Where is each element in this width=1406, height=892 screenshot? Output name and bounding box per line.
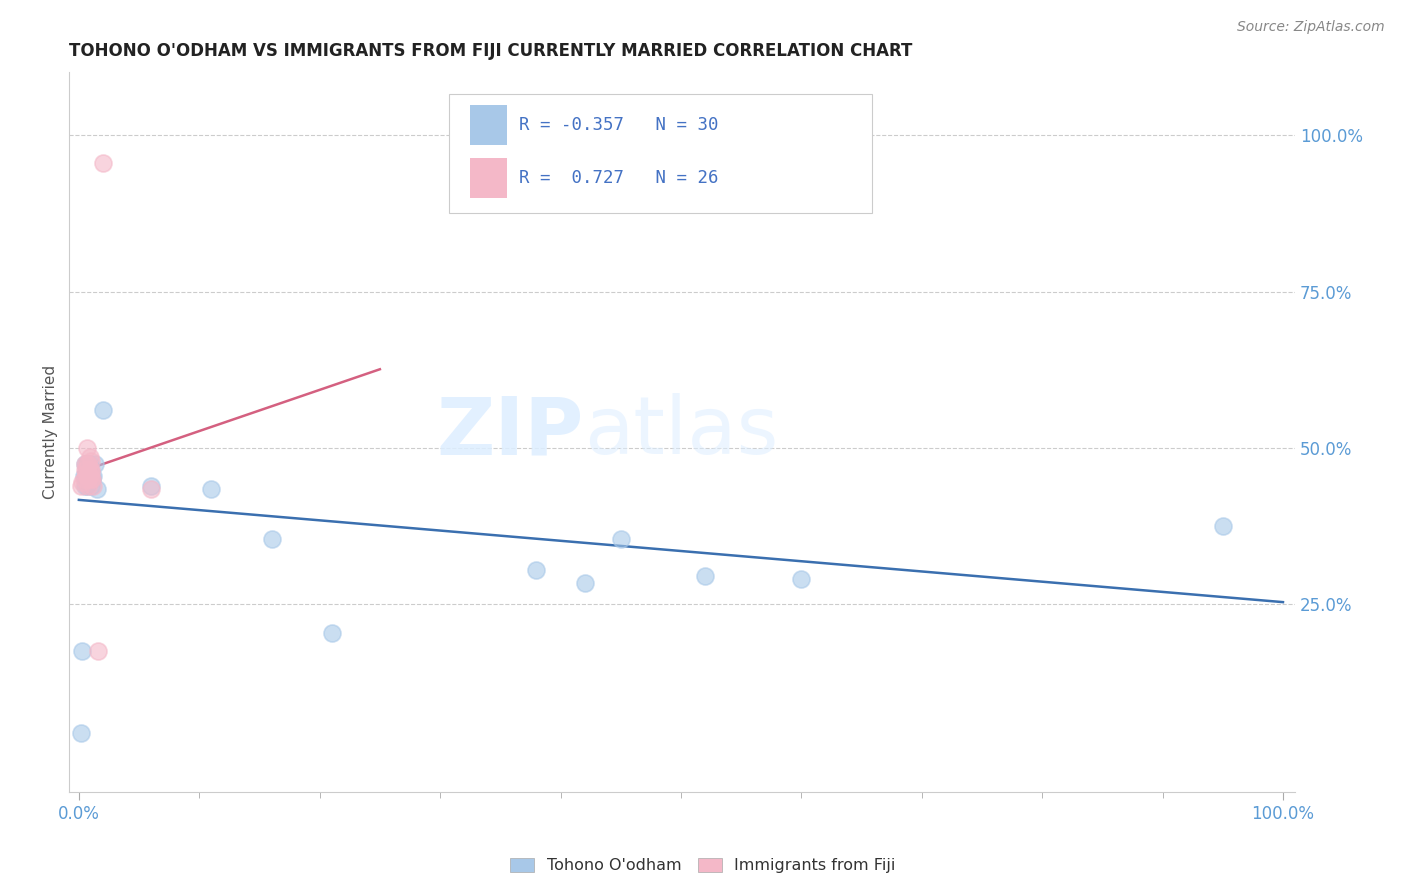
Point	[77, 457, 100, 471]
Point	[77, 472, 100, 486]
Point	[574, 575, 596, 590]
Point	[139, 482, 162, 496]
Text: TOHONO O'ODHAM VS IMMIGRANTS FROM FIJI CURRENTLY MARRIED CORRELATION CHART: TOHONO O'ODHAM VS IMMIGRANTS FROM FIJI C…	[69, 42, 912, 60]
Text: atlas: atlas	[583, 393, 779, 471]
FancyBboxPatch shape	[450, 94, 872, 213]
Point	[73, 472, 96, 486]
Point	[91, 156, 114, 170]
Point	[72, 644, 94, 658]
Point	[693, 569, 716, 583]
Y-axis label: Currently Married: Currently Married	[44, 366, 58, 500]
Text: Source: ZipAtlas.com: Source: ZipAtlas.com	[1237, 20, 1385, 34]
Point	[76, 457, 98, 471]
Point	[86, 482, 108, 496]
Point	[139, 478, 162, 492]
Point	[1212, 519, 1234, 533]
Point	[73, 463, 96, 477]
Point	[790, 573, 813, 587]
Bar	[470, 159, 506, 198]
Point	[77, 475, 100, 490]
Point	[76, 469, 98, 483]
Point	[73, 478, 96, 492]
Point	[73, 457, 96, 471]
Point	[526, 563, 548, 577]
Point	[75, 469, 97, 483]
Text: R = -0.357   N = 30: R = -0.357 N = 30	[519, 116, 718, 134]
Point	[70, 726, 93, 740]
Point	[83, 457, 105, 471]
Point	[200, 482, 222, 496]
Point	[75, 466, 97, 480]
Point	[79, 466, 101, 480]
Point	[79, 450, 101, 465]
Legend: Tohono O'odham, Immigrants from Fiji: Tohono O'odham, Immigrants from Fiji	[503, 851, 903, 880]
Point	[260, 532, 283, 546]
Point	[77, 466, 100, 480]
Point	[91, 403, 114, 417]
Point	[609, 532, 631, 546]
Point	[70, 478, 93, 492]
Point	[321, 625, 343, 640]
Point	[80, 469, 103, 483]
Point	[82, 478, 104, 492]
Point	[72, 475, 94, 490]
Point	[79, 463, 101, 477]
Point	[77, 469, 100, 483]
Point	[80, 466, 103, 480]
Point	[77, 472, 100, 486]
Point	[80, 478, 103, 492]
Point	[80, 463, 103, 477]
Point	[79, 457, 101, 471]
Point	[82, 472, 104, 486]
Point	[80, 453, 103, 467]
Point	[76, 441, 98, 455]
Point	[76, 457, 98, 471]
Bar	[470, 105, 506, 145]
Text: R =  0.727   N = 26: R = 0.727 N = 26	[519, 169, 718, 187]
Point	[76, 478, 98, 492]
Point	[79, 469, 101, 483]
Point	[73, 457, 96, 471]
Text: ZIP: ZIP	[437, 393, 583, 471]
Point	[73, 469, 96, 483]
Point	[80, 472, 103, 486]
Point	[82, 472, 104, 486]
Point	[77, 478, 100, 492]
Point	[87, 644, 110, 658]
Point	[82, 469, 104, 483]
